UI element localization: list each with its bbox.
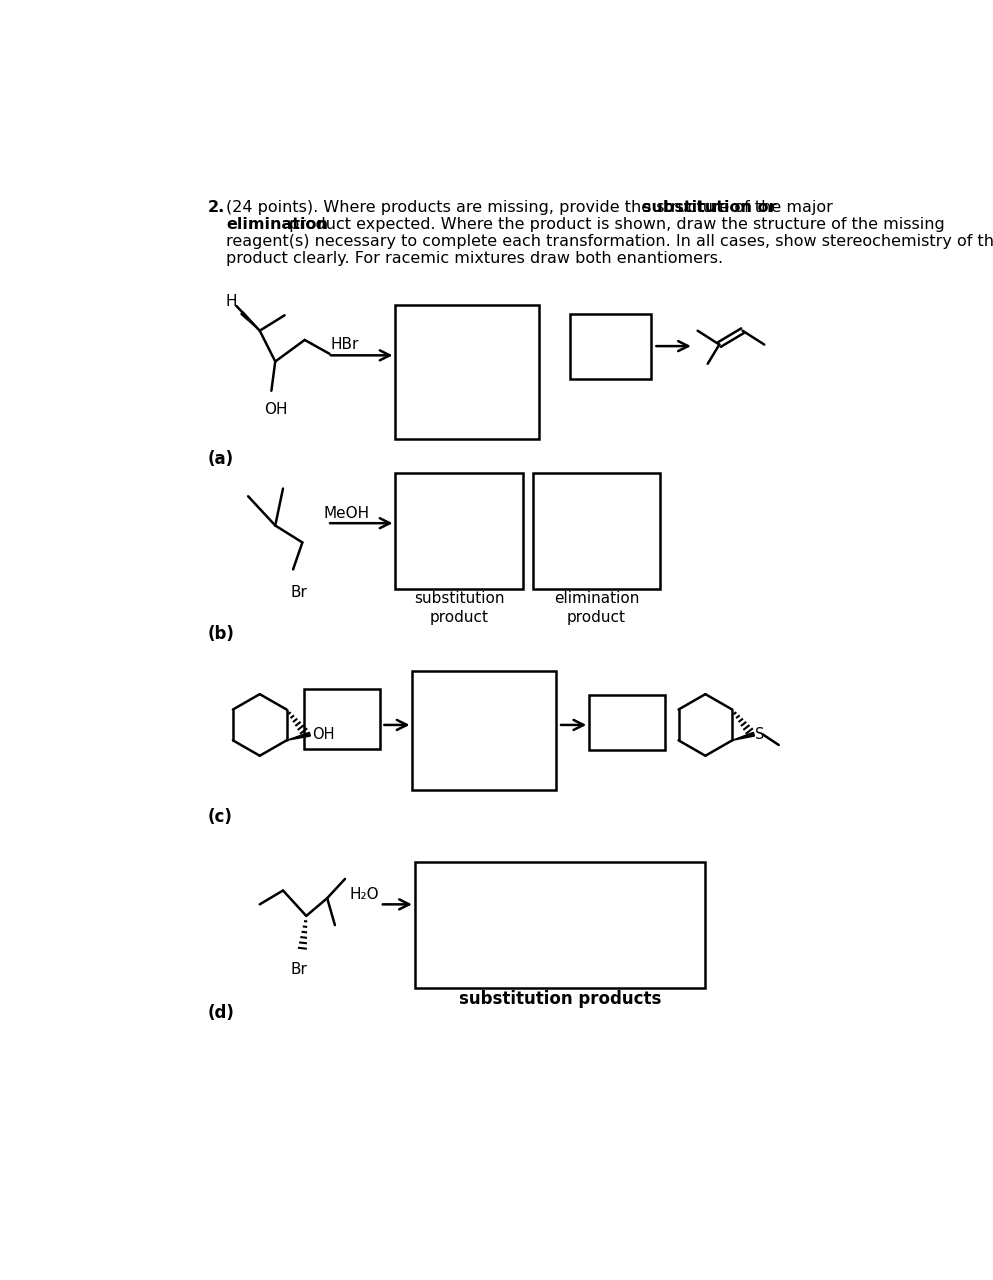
Text: Br: Br (291, 585, 308, 600)
Bar (532, 474, 660, 589)
Text: (a): (a) (208, 451, 234, 468)
Text: OH: OH (264, 402, 288, 416)
Text: product expected. Where the product is shown, draw the structure of the missing: product expected. Where the product is s… (284, 216, 944, 232)
Text: S: S (756, 727, 765, 742)
Polygon shape (287, 732, 311, 740)
Text: (d): (d) (208, 1005, 234, 1023)
Text: substitution
product: substitution product (414, 591, 504, 625)
Text: (b): (b) (208, 625, 234, 643)
Text: elimination: elimination (226, 216, 329, 232)
Text: substitution products: substitution products (459, 989, 661, 1007)
Text: H: H (225, 294, 237, 310)
Text: OH: OH (312, 727, 335, 742)
Bar (304, 689, 380, 749)
Bar (395, 305, 539, 439)
Text: 2.: 2. (208, 200, 225, 215)
Text: (c): (c) (208, 808, 232, 826)
Text: Br: Br (291, 963, 308, 977)
Text: substitution or: substitution or (641, 200, 777, 215)
Bar (412, 671, 556, 790)
Polygon shape (241, 312, 260, 330)
Text: H₂O: H₂O (350, 887, 379, 902)
Bar (589, 695, 665, 750)
Text: (24 points). Where products are missing, provide the structure of the major: (24 points). Where products are missing,… (226, 200, 838, 215)
Text: MeOH: MeOH (324, 507, 369, 521)
Bar (415, 861, 705, 987)
Bar (570, 314, 651, 379)
Text: product clearly. For racemic mixtures draw both enantiomers.: product clearly. For racemic mixtures dr… (226, 251, 724, 266)
Text: reagent(s) necessary to complete each transformation. In all cases, show stereoc: reagent(s) necessary to complete each tr… (226, 234, 993, 248)
Text: elimination
product: elimination product (554, 591, 639, 625)
Bar (395, 474, 523, 589)
Text: HBr: HBr (331, 337, 359, 352)
Polygon shape (732, 732, 755, 740)
